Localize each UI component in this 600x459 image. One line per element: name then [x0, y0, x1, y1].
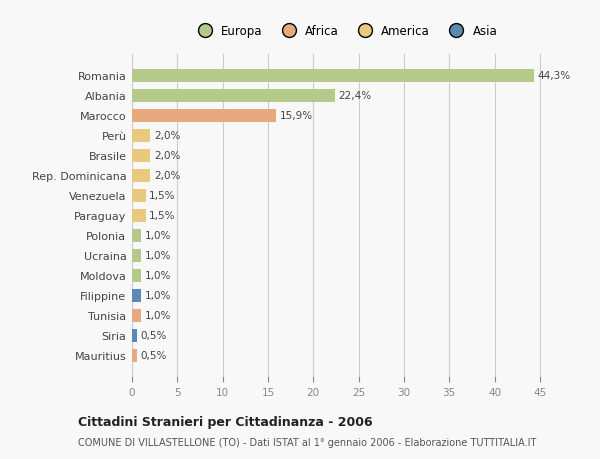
Text: 1,0%: 1,0% [145, 270, 171, 280]
Text: 1,0%: 1,0% [145, 231, 171, 241]
Text: 15,9%: 15,9% [280, 111, 313, 121]
Bar [132, 249, 141, 262]
Bar [132, 289, 141, 302]
Text: 0,5%: 0,5% [140, 350, 167, 360]
Bar [132, 129, 150, 142]
Bar [132, 309, 141, 322]
Text: 1,0%: 1,0% [145, 291, 171, 301]
Bar [132, 150, 150, 162]
Text: 2,0%: 2,0% [154, 171, 180, 181]
Bar [132, 349, 137, 362]
Text: 2,0%: 2,0% [154, 131, 180, 141]
Text: COMUNE DI VILLASTELLONE (TO) - Dati ISTAT al 1° gennaio 2006 - Elaborazione TUTT: COMUNE DI VILLASTELLONE (TO) - Dati ISTA… [78, 437, 536, 447]
Text: 22,4%: 22,4% [338, 91, 372, 101]
Bar [132, 70, 533, 83]
Bar [132, 269, 141, 282]
Text: 1,0%: 1,0% [145, 251, 171, 261]
Text: Cittadini Stranieri per Cittadinanza - 2006: Cittadini Stranieri per Cittadinanza - 2… [78, 415, 373, 428]
Bar [132, 90, 335, 102]
Bar [132, 329, 137, 342]
Legend: Europa, Africa, America, Asia: Europa, Africa, America, Asia [190, 22, 500, 40]
Text: 44,3%: 44,3% [537, 71, 570, 81]
Text: 1,5%: 1,5% [149, 191, 176, 201]
Bar [132, 209, 146, 222]
Bar [132, 229, 141, 242]
Text: 2,0%: 2,0% [154, 151, 180, 161]
Text: 1,5%: 1,5% [149, 211, 176, 221]
Text: 1,0%: 1,0% [145, 310, 171, 320]
Bar [132, 110, 276, 123]
Bar [132, 169, 150, 182]
Bar [132, 189, 146, 202]
Text: 0,5%: 0,5% [140, 330, 167, 340]
